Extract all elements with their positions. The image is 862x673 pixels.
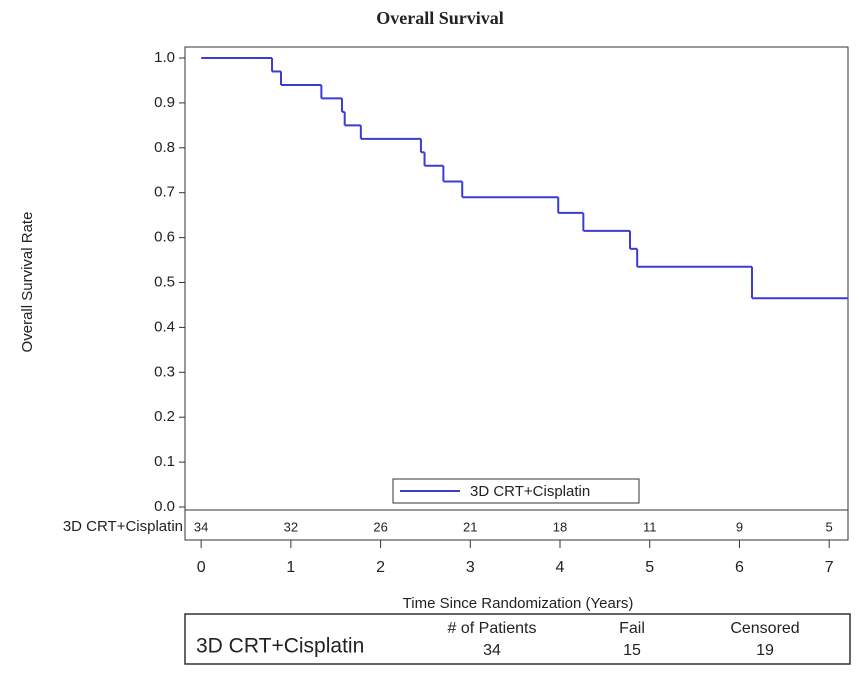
at-risk-count: 21	[463, 519, 477, 534]
x-tick-label: 0	[197, 559, 206, 576]
y-tick-label: 1.0	[154, 49, 175, 66]
y-tick-label: 0.7	[154, 184, 175, 201]
summary-header: # of Patients	[448, 620, 537, 637]
at-risk-count: 18	[553, 519, 567, 534]
summary-label: 3D CRT+Cisplatin	[196, 635, 364, 658]
y-tick-label: 0.5	[154, 273, 175, 290]
at-risk-count: 34	[194, 519, 208, 534]
y-tick-label: 0.0	[154, 498, 175, 515]
legend-label: 3D CRT+Cisplatin	[470, 483, 590, 500]
x-tick-label: 3	[466, 559, 475, 576]
summary-value: 19	[756, 642, 774, 659]
x-axis-label: Time Since Randomization (Years)	[403, 595, 634, 612]
plot-frame	[184, 46, 849, 511]
x-tick-label: 5	[645, 559, 654, 576]
at-risk-count: 5	[826, 519, 833, 534]
y-tick-label: 0.3	[154, 363, 175, 380]
at-risk-count: 9	[736, 519, 743, 534]
chart-title: Overall Survival	[376, 8, 504, 28]
x-tick-label: 4	[556, 559, 565, 576]
at-risk-count: 32	[284, 519, 298, 534]
summary-value: 34	[483, 642, 501, 659]
x-tick-label: 1	[286, 559, 295, 576]
y-tick-label: 0.4	[154, 318, 175, 335]
at-risk-count: 26	[373, 519, 387, 534]
at-risk-frame	[184, 509, 849, 541]
x-tick-label: 7	[825, 559, 834, 576]
y-tick-label: 0.6	[154, 229, 175, 246]
summary-value: 15	[623, 642, 641, 659]
y-tick-label: 0.9	[154, 94, 175, 111]
y-tick-label: 0.2	[154, 408, 175, 425]
summary-header: Fail	[619, 620, 645, 637]
summary-header: Censored	[730, 620, 799, 637]
y-axis-label: Overall Survival Rate	[19, 212, 36, 353]
x-tick-label: 6	[735, 559, 744, 576]
x-tick-label: 2	[376, 559, 385, 576]
at-risk-label: 3D CRT+Cisplatin	[63, 518, 183, 535]
at-risk-count: 11	[643, 519, 657, 534]
y-tick-label: 0.1	[154, 453, 175, 470]
summary-frame	[184, 613, 851, 665]
y-tick-label: 0.8	[154, 139, 175, 156]
